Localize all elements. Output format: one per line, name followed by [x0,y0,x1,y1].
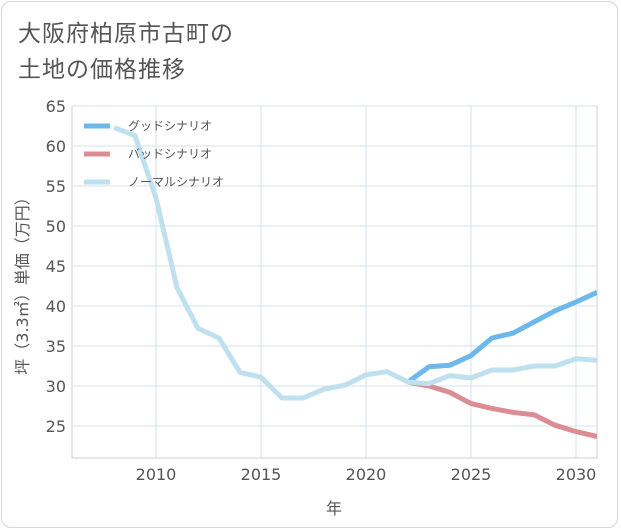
y-tick-25: 25 [46,417,66,436]
series-line-2 [407,379,597,439]
series-line-1 [406,290,597,385]
x-tick-2015: 2015 [241,465,282,484]
chart-title: 大阪府柏原市古町の 土地の価格推移 [18,16,234,88]
y-tick-30: 30 [46,377,66,396]
series-layer [113,125,597,439]
x-tick-2020: 2020 [346,465,387,484]
legend-label-1: グッドシナリオ [128,119,212,133]
y-tick-45: 45 [46,257,66,276]
x-axis-label: 年 [326,499,342,518]
x-tick-2025: 2025 [451,465,492,484]
tick-labels: 25 30 35 40 45 50 55 60 65 2010 2015 2020 2025 2030 [46,97,597,484]
legend-label-2: バッドシナリオ [128,147,212,161]
y-tick-60: 60 [46,137,66,156]
y-axis-label: 坪（3.3㎡）単価（万円） [13,189,32,374]
y-tick-35: 35 [46,337,66,356]
plot-area [71,105,598,459]
chart-title-line-2: 土地の価格推移 [18,57,186,83]
legend-label-3: ノーマルシナリオ [128,175,224,189]
series-line-3 [113,125,597,401]
y-tick-40: 40 [46,297,66,316]
y-tick-50: 50 [46,217,66,236]
y-tick-65: 65 [46,97,66,116]
chart-title-line-1: 大阪府柏原市古町の [18,21,234,47]
x-tick-2010: 2010 [136,465,177,484]
grid [72,105,597,458]
y-tick-55: 55 [46,177,66,196]
x-tick-2030: 2030 [556,465,597,484]
